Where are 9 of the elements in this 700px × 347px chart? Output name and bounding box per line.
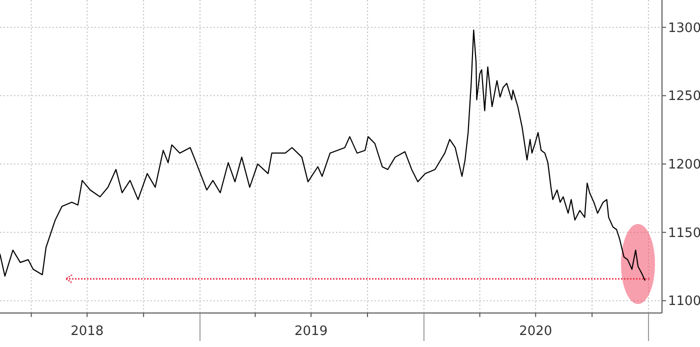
y-tick-label: 1250 — [668, 89, 700, 104]
line-series — [0, 30, 646, 281]
y-tick-label: 1200 — [668, 158, 700, 173]
y-tick-label: 1300 — [668, 20, 700, 36]
x-tick-label: 2019 — [294, 324, 328, 339]
y-tick-label: 1150 — [668, 226, 700, 241]
x-tick-label: 2020 — [519, 324, 552, 339]
x-tick-label: 2018 — [70, 324, 104, 339]
y-tick-label: 1100 — [668, 294, 700, 310]
